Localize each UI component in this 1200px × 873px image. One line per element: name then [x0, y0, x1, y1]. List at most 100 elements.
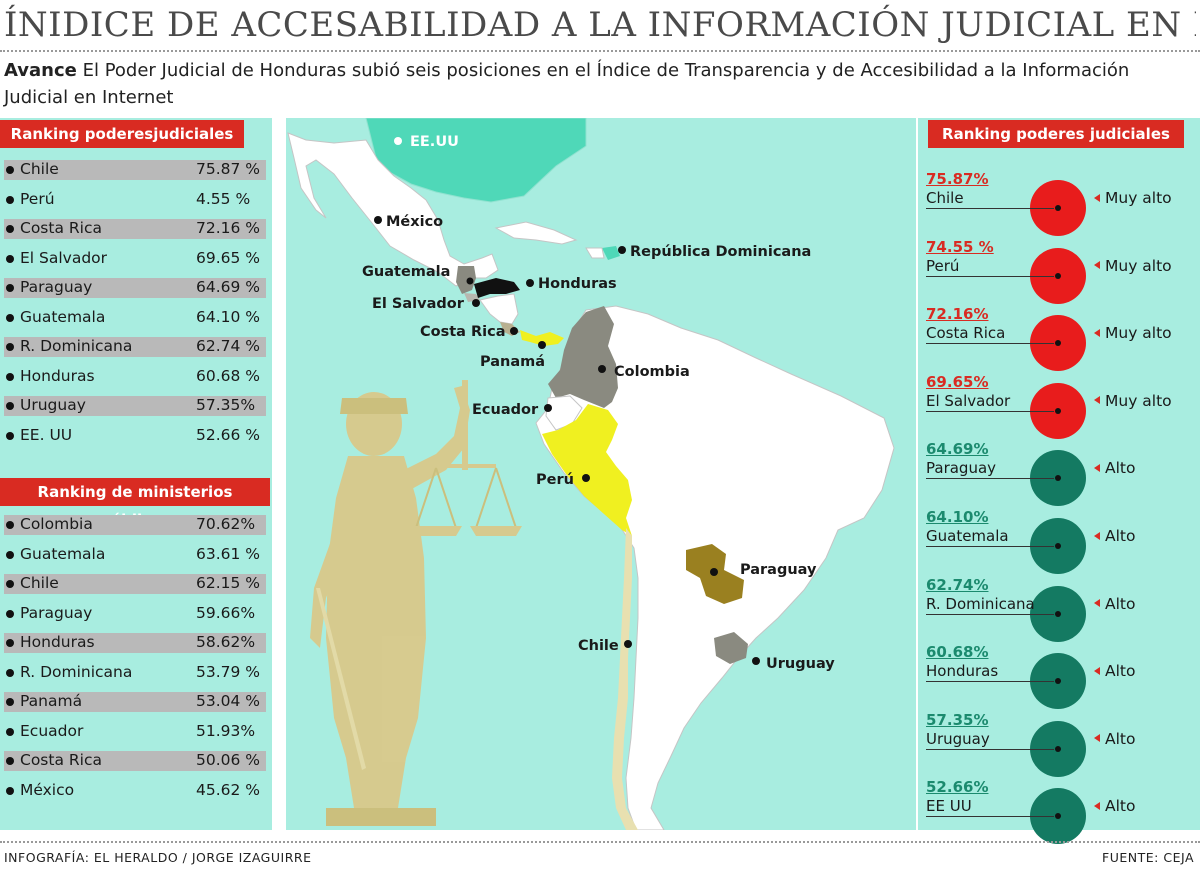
bullet-icon	[6, 166, 14, 174]
ranking-country: Uruguay	[926, 729, 990, 748]
level-label: Muy alto	[1105, 189, 1172, 207]
bullet-icon	[6, 195, 14, 204]
honduras-shape	[474, 278, 520, 298]
list-item: Paraguay 59.66%	[0, 599, 272, 629]
republica-dominicana-label: República Dominicana	[630, 244, 811, 260]
panama-marker	[538, 341, 546, 349]
title-divider	[0, 50, 1200, 52]
ranking-percent: 64.69%	[926, 440, 989, 459]
eeuu-marker	[394, 137, 402, 145]
leader-line	[926, 816, 1054, 818]
country-value: 63.61 %	[196, 544, 261, 563]
ranking-right-list: 75.87% Chile Muy alto 74.55 % Perú Muy alto 72…	[926, 170, 1198, 845]
chile-marker	[624, 640, 632, 648]
country-name: Guatemala	[20, 544, 106, 563]
arrow-left-icon	[1094, 531, 1100, 540]
uruguay-marker	[752, 657, 760, 665]
list-item: Chile 62.15 %	[0, 569, 272, 599]
list-item: Honduras 60.68 %	[0, 362, 272, 392]
row-stripe	[4, 751, 266, 771]
list-item: Costa Rica 50.06 %	[0, 746, 272, 776]
list-item: Honduras 58.62%	[0, 628, 272, 658]
level-indicator: Muy alto	[1094, 392, 1172, 410]
dominican-republic-shape	[602, 246, 620, 260]
country-value: 64.10 %	[196, 307, 261, 326]
list-item: EE. UU 52.66 %	[0, 421, 272, 451]
list-item: Guatemala 63.61 %	[0, 540, 272, 570]
circle-dot	[1055, 340, 1061, 347]
circle-dot	[1055, 678, 1061, 685]
bullet-icon	[6, 550, 14, 559]
ranking-poderes-header: Ranking poderesjudiciales	[0, 120, 244, 148]
country-value: 51.93%	[196, 721, 256, 740]
list-item: Panamá 53.04 %	[0, 687, 272, 717]
bullet-icon	[6, 313, 14, 322]
circle-dot	[1055, 475, 1061, 482]
honduras-label: Honduras	[538, 276, 617, 292]
ranking-percent: 52.66%	[926, 778, 989, 797]
country-name: R. Dominicana	[20, 662, 133, 681]
level-indicator: Alto	[1094, 527, 1135, 545]
country-name: Costa Rica	[20, 751, 102, 769]
bullet-icon	[6, 609, 14, 618]
ranking-item: 60.68% Honduras Alto	[926, 643, 1196, 711]
map-labels: EE.UU México Guatemala Honduras El Salva…	[362, 134, 835, 672]
bullet-icon	[6, 757, 14, 765]
arrow-left-icon	[1094, 666, 1100, 675]
list-item: Ecuador 51.93%	[0, 717, 272, 747]
bullet-icon	[6, 225, 14, 233]
level-label: Alto	[1105, 459, 1136, 478]
ranking-country: Chile	[926, 189, 964, 207]
ranking-country: El Salvador	[926, 391, 1011, 410]
country-value: 62.15 %	[196, 574, 261, 592]
bullet-icon	[6, 284, 14, 292]
list-item: Guatemala 64.10 %	[0, 303, 272, 333]
arrow-left-icon	[1094, 261, 1100, 270]
level-indicator: Muy alto	[1094, 189, 1172, 207]
country-name: Panamá	[20, 692, 83, 710]
leader-line	[926, 546, 1054, 547]
guatemala-shape	[456, 266, 476, 294]
country-name: R. Dominicana	[20, 337, 133, 355]
ranking-item: 64.69% Paraguay Alto	[926, 440, 1196, 508]
leader-line	[926, 613, 1054, 615]
ranking-ministerios-header: Ranking de ministerios públicos	[0, 478, 270, 529]
list-item: Paraguay 64.69 %	[0, 273, 272, 303]
page-title: ÍNIDICE DE ACCESABILIDAD A LA INFORMACIÓ…	[4, 5, 1196, 45]
honduras-marker	[526, 279, 534, 287]
row-stripe	[4, 396, 266, 416]
mexico-shape	[287, 132, 499, 287]
right-panel: Ranking poderes judiciales 75.87% Chile Mu…	[918, 118, 1200, 845]
leader-line	[926, 478, 1054, 480]
bullet-icon	[6, 698, 14, 706]
ecuador-label: Ecuador	[472, 402, 539, 418]
ranking-percent: 75.87%	[926, 170, 989, 188]
ranking-country: R. Dominicana	[926, 594, 1035, 613]
circle-dot	[1055, 543, 1061, 549]
level-label: Alto	[1105, 729, 1136, 748]
arrow-left-icon	[1094, 328, 1100, 337]
leader-line	[926, 748, 1054, 750]
colombia-marker	[598, 365, 606, 373]
ranking-item: 52.66% EE UU Alto	[926, 778, 1196, 846]
bullet-icon	[6, 580, 14, 588]
arrow-left-icon	[1094, 801, 1100, 810]
arrow-left-icon	[1094, 193, 1100, 202]
circle-dot	[1055, 272, 1061, 279]
ranking-ministerios-list: Colombia 70.62% Guatemala 63.61 % Chile 62.15…	[0, 510, 272, 805]
bullet-icon	[6, 727, 14, 736]
latin-america-map: EE.UU México Guatemala Honduras El Salva…	[286, 118, 916, 830]
leader-line	[926, 410, 1054, 412]
ranking-country: Costa Rica	[926, 324, 1006, 343]
country-value: 64.69 %	[196, 278, 261, 296]
bullet-icon	[6, 343, 14, 351]
leader-line	[926, 208, 1054, 209]
country-value: 60.68 %	[196, 366, 261, 385]
ranking-item: 74.55 % Perú Muy alto	[926, 238, 1196, 306]
row-stripe	[4, 574, 266, 594]
circle-dot	[1055, 610, 1061, 617]
country-value: 75.87 %	[196, 160, 261, 178]
leader-line	[926, 275, 1054, 277]
ecuador-marker	[544, 404, 552, 412]
country-value: 45.62 %	[196, 780, 261, 799]
